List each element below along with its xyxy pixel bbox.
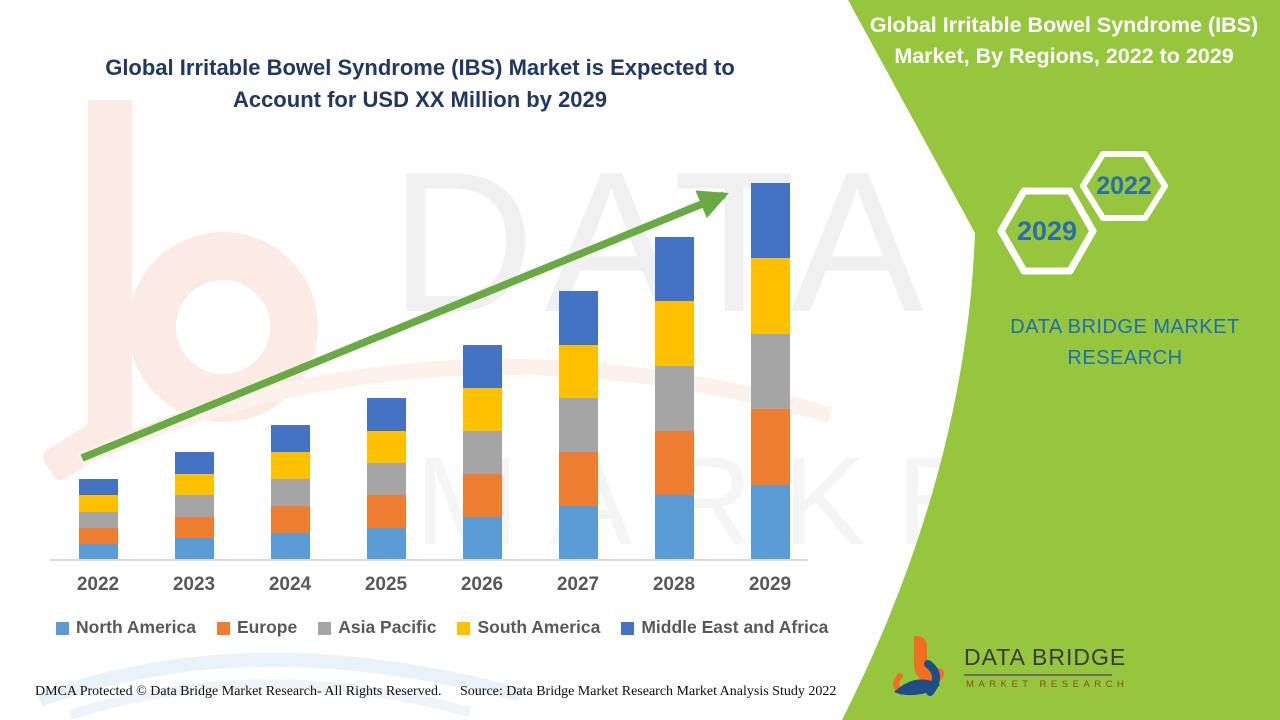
bar-segment-2023-asia-pacific <box>174 495 214 517</box>
x-tick-2025: 2025 <box>364 574 408 595</box>
legend-item-south-america: South America <box>457 617 600 638</box>
legend-label: Middle East and Africa <box>641 617 829 637</box>
bar-segment-2024-asia-pacific <box>270 479 310 507</box>
bar-segment-2023-south-america <box>174 473 214 496</box>
bar-segment-2029-north-america <box>750 484 790 560</box>
legend-label: Asia Pacific <box>338 617 437 637</box>
bar-segment-2025-asia-pacific <box>366 463 406 496</box>
side-panel-brand-line1: DATA BRIDGE MARKET <box>1010 316 1240 338</box>
x-axis-line <box>50 559 808 561</box>
bar-segment-2022-north-america <box>78 543 118 560</box>
x-tick-2026: 2026 <box>460 574 504 595</box>
bar-segment-2026-europe <box>462 473 502 517</box>
chart-title-line2: Account for USD XX Million by 2029 <box>232 87 608 112</box>
legend-swatch <box>216 622 230 635</box>
side-panel-brand: DATA BRIDGE MARKET RESEARCH <box>1000 312 1250 374</box>
legend-item-north-america: North America <box>56 617 196 638</box>
legend-swatch <box>318 622 332 635</box>
footer-source: Source: Data Bridge Market Research Mark… <box>460 684 837 699</box>
legend-label: Europe <box>236 617 298 637</box>
legend-item-asia-pacific: Asia Pacific <box>318 617 436 638</box>
data-bridge-logo: DATA BRIDGE MARKET RESEARCH <box>890 634 1125 704</box>
bar-segment-2029-middle-east-and-africa <box>750 183 790 259</box>
hexagon-2029-label: 2029 <box>1016 216 1078 246</box>
bar-segment-2023-north-america <box>174 538 214 560</box>
chart-title: Global Irritable Bowel Syndrome (IBS) Ma… <box>30 52 810 116</box>
bar-segment-2028-north-america <box>654 495 694 560</box>
bar-segment-2022-south-america <box>78 495 118 512</box>
x-tick-2029: 2029 <box>748 574 792 595</box>
bar-segment-2024-europe <box>270 506 310 534</box>
bar-segment-2025-europe <box>366 495 406 528</box>
chart-title-line1: Global Irritable Bowel Syndrome (IBS) Ma… <box>105 55 735 80</box>
bar-segment-2022-asia-pacific <box>78 511 118 528</box>
bar-segment-2029-south-america <box>750 258 790 334</box>
x-tick-2028: 2028 <box>652 574 696 595</box>
logo-title: DATA BRIDGE <box>964 644 1127 670</box>
hexagon-2022-label: 2022 <box>1096 172 1152 200</box>
x-tick-2023: 2023 <box>172 574 216 595</box>
legend-item-middle-east-and-africa: Middle East and Africa <box>621 617 828 638</box>
side-panel-title-line1: Global Irritable Bowel Syndrome (IBS) <box>869 13 1259 37</box>
data-bridge-logo-icon <box>893 635 945 696</box>
hexagon-2029 <box>997 187 1097 275</box>
legend-label: North America <box>76 617 196 637</box>
logo-underline <box>964 674 1112 676</box>
bar-segment-2025-north-america <box>366 527 406 560</box>
x-tick-2022: 2022 <box>76 574 120 595</box>
side-panel-title-line2: Market, By Regions, 2022 to 2029 <box>894 44 1234 68</box>
side-panel-title: Global Irritable Bowel Syndrome (IBS) Ma… <box>858 10 1270 72</box>
side-panel-shape <box>842 0 1280 720</box>
bar-segment-2022-europe <box>78 527 118 544</box>
bar-segment-2023-europe <box>174 516 214 539</box>
logo-subtitle: MARKET RESEARCH <box>966 679 1129 690</box>
bar-segment-2026-north-america <box>462 516 502 560</box>
hexagon-2022 <box>1080 151 1168 221</box>
legend-swatch <box>621 622 635 635</box>
legend-swatch <box>56 622 69 635</box>
bar-segment-2024-north-america <box>270 533 310 560</box>
legend-label: South America <box>477 617 601 637</box>
side-panel-brand-line2: RESEARCH <box>1067 347 1183 369</box>
x-tick-2024: 2024 <box>268 574 312 595</box>
legend-item-europe: Europe <box>216 617 298 638</box>
x-tick-2027: 2027 <box>556 574 600 595</box>
bar-segment-2027-north-america <box>558 506 598 560</box>
legend-swatch <box>457 622 471 635</box>
chart-legend: North America Europe Asia Pacific South Ame… <box>56 617 828 638</box>
